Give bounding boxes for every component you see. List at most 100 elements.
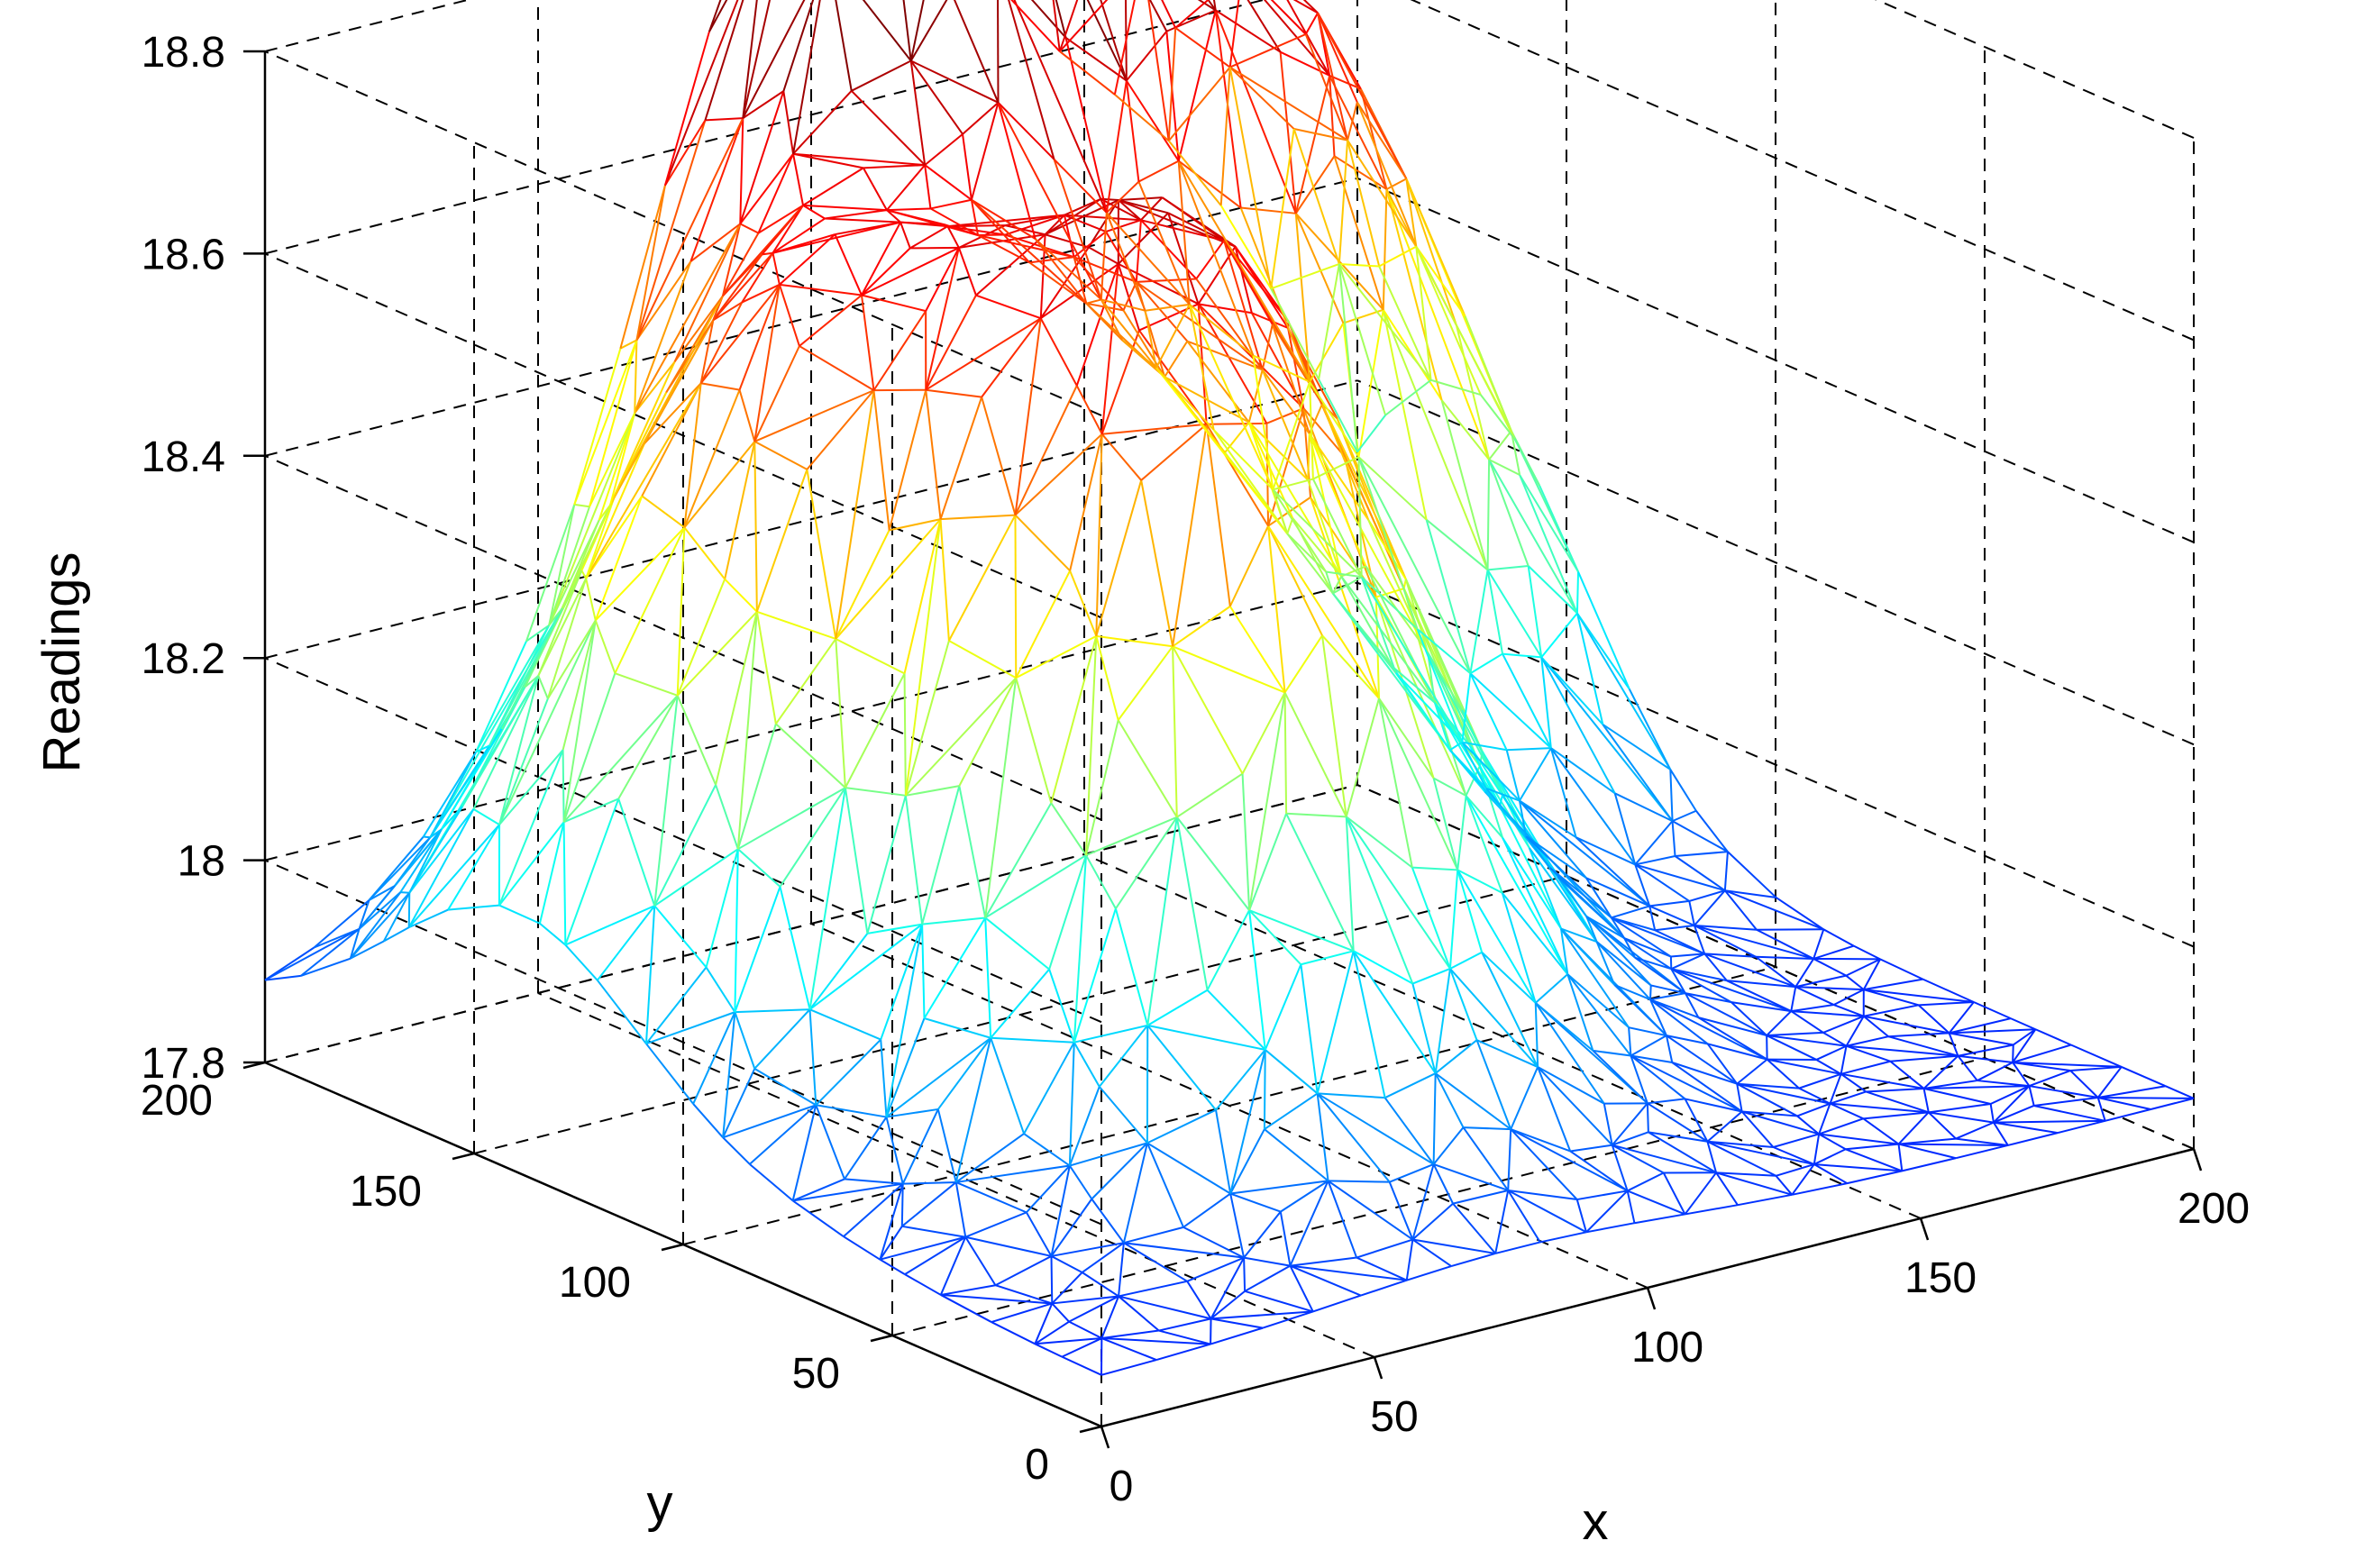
mesh-edge [1922, 1054, 1959, 1089]
mesh-edge [1416, 628, 1464, 743]
mesh-edge [2069, 1070, 2099, 1099]
mesh-edge [705, 966, 736, 1013]
mesh-edge [1082, 1272, 1119, 1298]
mesh-edge [1411, 983, 1437, 1074]
mesh-edge [1502, 837, 1569, 975]
mesh-edge [806, 389, 875, 470]
mesh-edge [722, 1104, 817, 1139]
mesh-edge [1014, 514, 1071, 572]
mesh-edge [1440, 399, 1489, 570]
mesh-edge [962, 133, 973, 200]
mesh-edge [1790, 1010, 1824, 1034]
mesh-edge [562, 620, 597, 823]
mesh-edge [1100, 1337, 1157, 1361]
mesh-edge [1628, 1026, 1667, 1037]
mesh-edge [1279, 51, 1297, 214]
mesh-edge [1290, 1256, 1357, 1267]
mesh-edge [1118, 1280, 1188, 1298]
mesh-edge [990, 1037, 1026, 1135]
mesh-edge [498, 675, 540, 825]
mesh-edge [971, 198, 1036, 240]
mesh-edge [757, 205, 804, 234]
mesh-edge [1576, 613, 1672, 770]
mesh-edge [705, 848, 739, 968]
mesh-edge [1392, 666, 1436, 704]
mesh-edge [756, 610, 836, 640]
mesh-edge [1813, 958, 1847, 977]
mesh-edge [1086, 298, 1102, 305]
mesh-edge [1688, 889, 1726, 902]
mesh-edge [635, 185, 666, 341]
mesh-edge [1114, 94, 1170, 142]
left-wall-grid-line [264, 252, 1102, 619]
mesh-edge [1307, 433, 1310, 480]
mesh-edge [1707, 1043, 1767, 1061]
mesh-edge [1576, 612, 1630, 690]
mesh-edge [585, 495, 644, 579]
mesh-edge [1411, 1238, 1452, 1267]
mesh-edge [861, 222, 901, 296]
mesh-edge [1085, 816, 1178, 856]
mesh-edge [1672, 809, 1697, 823]
mesh-edge [1694, 925, 1814, 960]
mesh-edge [1585, 916, 1625, 939]
mesh-edge [562, 750, 565, 823]
mesh-edge [1026, 1164, 1071, 1214]
mesh-edge [1385, 188, 1443, 401]
mesh-edge [1464, 315, 1516, 440]
mesh-edge [885, 1117, 904, 1184]
mesh-edge [772, 205, 804, 254]
mesh-edge [1602, 724, 1671, 770]
mesh-edge [1665, 1035, 1674, 1063]
mesh-edge [1706, 1110, 1743, 1143]
mesh-edge [1136, 281, 1189, 342]
mesh-edge [1068, 1320, 1102, 1339]
mesh-edge [1539, 485, 1579, 572]
mesh-edge [1694, 924, 1758, 931]
mesh-edge [930, 198, 973, 210]
mesh-edge [792, 152, 864, 169]
mesh-edge [1948, 1033, 1959, 1057]
mesh-edge [863, 167, 888, 211]
mesh-edge [940, 1284, 996, 1296]
mesh-edge [802, 204, 887, 212]
mesh-edge [645, 1043, 694, 1105]
mesh-edge [1540, 657, 1552, 749]
mesh-edge [1241, 773, 1251, 911]
mesh-edge [860, 295, 875, 391]
mesh-edge [1270, 263, 1340, 290]
mesh-edge [1188, 304, 1215, 431]
mesh-edge [1549, 747, 1577, 838]
mesh-edge [1425, 519, 1472, 674]
mesh-edge [574, 503, 590, 508]
mesh-edge [885, 1036, 991, 1118]
mesh-edge [1294, 155, 1336, 214]
mesh-edge [939, 397, 983, 520]
mesh-edge [1309, 381, 1314, 479]
mesh-edge [1612, 1144, 1665, 1174]
mesh-edge [1829, 1073, 1842, 1104]
mesh-edge [2096, 1097, 2106, 1122]
mesh-edge [1958, 1054, 2014, 1063]
mesh-edge [1575, 836, 1650, 907]
mesh-edge [1146, 1142, 1184, 1228]
left-wall-grid-line [264, 454, 1102, 821]
mesh-edge [1766, 1010, 1793, 1036]
mesh-edge [1767, 1031, 1823, 1037]
mesh-edge [1172, 424, 1208, 647]
mesh-edge [498, 904, 541, 925]
mesh-edge [400, 891, 410, 894]
mesh-edge [1004, 214, 1065, 236]
mesh-edge [1247, 422, 1343, 578]
mesh-edge [1610, 916, 1625, 939]
mesh-edge [1635, 855, 1676, 866]
mesh-edge [1039, 317, 1078, 387]
mesh-edge [1697, 1016, 1768, 1061]
mesh-edge [1649, 899, 1690, 907]
mesh-edge [835, 389, 875, 640]
mesh-edge [1034, 1320, 1070, 1345]
mesh-edge [1023, 1133, 1071, 1167]
mesh-edge [1069, 570, 1098, 637]
mesh-edge [888, 389, 927, 531]
mesh-edge [1614, 792, 1673, 823]
